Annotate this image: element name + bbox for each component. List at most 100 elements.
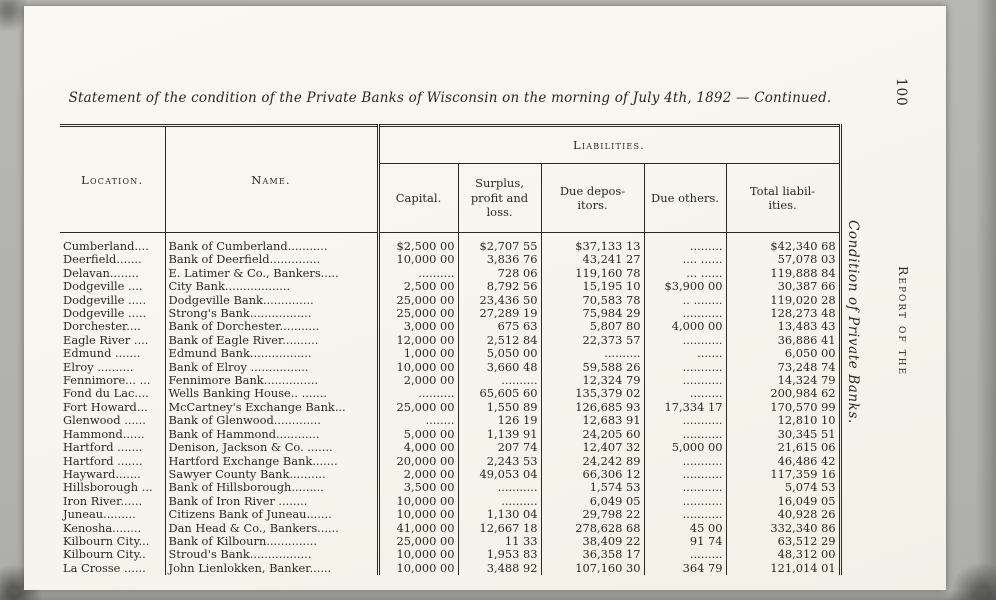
surplus-cell: 1,139 91: [458, 427, 542, 442]
due-depositors-cell: 29,798 22: [541, 508, 645, 522]
bank-row: Hartford ....... Hartford Exchange Bank.…: [60, 454, 842, 468]
total-liabilities-cell: 73,248 74: [726, 360, 842, 375]
location-cell: Kilbourn City..: [60, 548, 166, 562]
bank-row: Dodgeville ..... Dodgeville Bank........…: [60, 293, 842, 308]
bank-name-cell: Denison, Jackson & Co. .......: [165, 441, 380, 455]
location-cell: Hartford .......: [60, 454, 166, 468]
total-liabilities-cell: 63,512 29: [726, 534, 842, 549]
total-liabilities-cell: 5,074 53: [726, 481, 842, 495]
bank-row: Iron River...... Bank of Iron River ....…: [60, 494, 842, 509]
due-others-cell: .... ......: [644, 253, 727, 267]
capital-cell: 25,000 00: [378, 293, 459, 308]
due-depositors-cell: 278,628 68: [541, 521, 645, 535]
due-depositors-cell: 59,588 26: [541, 360, 645, 375]
surplus-cell: 65,605 60: [458, 387, 542, 401]
bank-row: Elroy .......... Bank of Elroy .........…: [60, 360, 842, 375]
surplus-cell: 3,660 48: [458, 360, 542, 375]
document-page: Statement of the condition of the Privat…: [24, 6, 946, 590]
capital-cell: 25,000 00: [378, 400, 459, 415]
group-header-row: Location. Name. Liabilities.: [60, 125, 842, 233]
column-header-location: Location.: [60, 125, 166, 233]
capital-cell: 1,000 00: [378, 347, 459, 361]
bank-name-cell: Bank of Hammond............: [165, 427, 380, 442]
bank-row: La Crosse ...... John Lienlokken, Banker…: [60, 561, 842, 576]
due-others-cell: $3,900 00: [644, 280, 727, 294]
bank-name-cell: Sawyer County Bank..........: [165, 467, 380, 482]
due-depositors-cell: 15,195 10: [541, 280, 645, 294]
due-others-cell: ...........: [644, 481, 727, 495]
surplus-cell: 49,053 04: [458, 467, 542, 482]
surplus-cell: 207 74: [458, 441, 542, 455]
bank-name-cell: Strong's Bank.................: [165, 307, 380, 321]
location-cell: Fennimore... ...: [60, 374, 166, 388]
surplus-cell: ...........: [458, 481, 542, 495]
capital-cell: 41,000 00: [378, 521, 459, 535]
surplus-cell: 3,836 76: [458, 253, 542, 267]
due-others-cell: 45 00: [644, 521, 727, 535]
total-liabilities-cell: 200,984 62: [726, 387, 842, 401]
bank-row: Hammond...... Bank of Hammond...........…: [60, 427, 842, 442]
surplus-cell: ..........: [458, 494, 542, 509]
bank-name-cell: Bank of Elroy ................: [165, 360, 380, 375]
page-edge-shadow-bottom: [0, 590, 996, 600]
surplus-cell: 2,243 53: [458, 454, 542, 468]
bank-name-cell: John Lienlokken, Banker......: [165, 561, 380, 576]
total-liabilities-cell: 121,014 01: [726, 561, 842, 576]
due-others-cell: ...........: [644, 374, 727, 388]
total-liabilities-cell: 30,387 66: [726, 280, 842, 294]
surplus-cell: 1,953 83: [458, 548, 542, 562]
due-others-cell: ...........: [644, 427, 727, 442]
private-banks-table: Location. Name. Liabilities. Capital. Su…: [60, 124, 842, 576]
bank-row: Deerfield....... Bank of Deerfield......…: [60, 253, 842, 267]
bank-row: Fort Howard... McCartney's Exchange Bank…: [60, 400, 842, 415]
bank-name-cell: Fennimore Bank...............: [165, 374, 380, 388]
due-others-cell: ...........: [644, 414, 727, 428]
column-header-total-liabilities: Total liabil- ities.: [726, 163, 842, 233]
capital-cell: 25,000 00: [378, 534, 459, 549]
capital-cell: 25,000 00: [378, 307, 459, 321]
bank-name-cell: McCartney's Exchange Bank...: [165, 400, 380, 415]
capital-cell: ..........: [378, 266, 459, 281]
bank-row: Kenosha........ Dan Head & Co., Bankers.…: [60, 521, 842, 535]
due-others-cell: ...........: [644, 467, 727, 482]
total-liabilities-cell: 30,345 51: [726, 427, 842, 442]
page-title: Statement of the condition of the Privat…: [68, 90, 832, 106]
due-depositors-cell: 119,160 78: [541, 266, 645, 281]
bank-name-cell: Bank of Eagle River..........: [165, 333, 380, 348]
bank-name-cell: Bank of Kilbourn..............: [165, 534, 380, 549]
running-head: Report of the: [896, 266, 911, 377]
bank-name-cell: Bank of Hillsborough.........: [165, 481, 380, 495]
page-edge-shadow-right: [976, 0, 996, 600]
bank-name-cell: Bank of Dorchester...........: [165, 320, 380, 334]
total-liabilities-cell: 21,615 06: [726, 441, 842, 455]
due-others-cell: 364 79: [644, 561, 727, 576]
due-depositors-cell: $37,133 13: [541, 232, 645, 254]
due-others-cell: ...........: [644, 360, 727, 375]
capital-cell: 5,000 00: [378, 427, 459, 442]
capital-cell: 10,000 00: [378, 548, 459, 562]
bank-name-cell: Dodgeville Bank..............: [165, 293, 380, 308]
location-cell: Delavan........: [60, 266, 166, 281]
due-depositors-cell: 24,242 89: [541, 454, 645, 468]
total-liabilities-cell: $42,340 68: [726, 232, 842, 254]
bank-name-cell: E. Latimer & Co., Bankers.....: [165, 266, 380, 281]
capital-cell: 10,000 00: [378, 253, 459, 267]
location-cell: Deerfield.......: [60, 253, 166, 267]
due-others-cell: ...........: [644, 454, 727, 468]
column-group-header-liabilities: Liabilities.: [378, 125, 842, 164]
location-cell: Iron River......: [60, 494, 166, 509]
due-depositors-cell: 22,373 57: [541, 333, 645, 348]
due-others-cell: 5,000 00: [644, 441, 727, 455]
location-cell: Glenwood ......: [60, 414, 166, 428]
capital-cell: 10,000 00: [378, 508, 459, 522]
surplus-cell: 12,667 18: [458, 521, 542, 535]
capital-cell: $2,500 00: [378, 232, 459, 254]
capital-cell: 12,000 00: [378, 333, 459, 348]
surplus-cell: $2,707 55: [458, 232, 542, 254]
bank-name-cell: Bank of Iron River ........: [165, 494, 380, 509]
location-cell: Dodgeville .....: [60, 307, 166, 321]
due-others-cell: 4,000 00: [644, 320, 727, 334]
bank-row: Kilbourn City.. Stroud's Bank...........…: [60, 548, 842, 562]
location-cell: Cumberland....: [60, 232, 166, 254]
surplus-cell: 23,436 50: [458, 293, 542, 308]
